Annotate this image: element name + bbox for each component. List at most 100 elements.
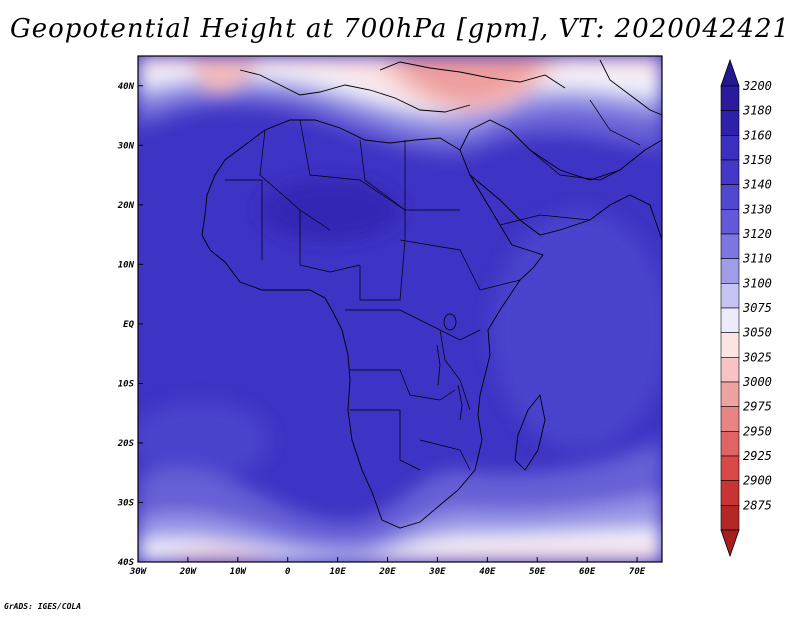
lon-tick-label: 30E xyxy=(428,567,446,577)
colorbar-label: 3110 xyxy=(742,252,772,266)
border-chad-car xyxy=(359,239,406,301)
lat-tick-label: EQ xyxy=(123,320,134,330)
lake-malawi xyxy=(457,384,463,421)
lat-tick-label: 10S xyxy=(118,379,135,389)
colorbar-swatch xyxy=(720,357,740,383)
border-niger-nigeria xyxy=(299,210,361,273)
coastlines xyxy=(201,59,662,529)
sahel-deep-core xyxy=(260,180,400,240)
southwest-pink xyxy=(160,552,280,562)
border-angola-zambia xyxy=(350,369,456,401)
border-egypt-sudan xyxy=(404,140,460,211)
border-mozambique xyxy=(419,439,471,471)
colorbar-label: 3130 xyxy=(742,202,772,216)
colorbar-swatch xyxy=(720,480,740,506)
footer-credit: GrADS: IGES/COLA xyxy=(4,602,82,611)
colorbar-swatch xyxy=(720,431,740,457)
lon-tick-label: 10E xyxy=(329,567,346,577)
colorbar: 3200 3180 3160 3150 3140 3130 3120 3110 3100 3075… xyxy=(720,58,772,558)
colorbar-top-arrow xyxy=(720,58,740,87)
colorbar-swatch xyxy=(720,135,740,161)
border-algeria-libya xyxy=(299,119,406,211)
colorbar-swatch xyxy=(720,381,740,407)
arabia-coast xyxy=(469,174,662,241)
lat-tick-label: 30S xyxy=(117,498,135,508)
colorbar-label: 3075 xyxy=(742,301,772,315)
caspian-area xyxy=(599,59,662,116)
lakes xyxy=(436,313,463,421)
border-namibia-botswana xyxy=(350,409,421,471)
madagascar-coast xyxy=(514,393,546,471)
colorbar-swatch xyxy=(720,283,740,309)
mediterranean-north-coast xyxy=(239,69,471,113)
indian-ocean-mid xyxy=(490,210,662,450)
colorbar-swatch xyxy=(720,455,740,481)
lon-tick-label: 0 xyxy=(285,567,291,577)
lat-tick-label: 40N xyxy=(118,82,135,92)
colorbar-bottom-arrow xyxy=(720,529,740,558)
north-pink-deep xyxy=(400,56,540,100)
lon-axis: 30W 20W 10W 0 10E 20E 30E 40E 50E 60E 70E xyxy=(129,557,646,577)
colorbar-label: 2875 xyxy=(743,498,772,512)
border-sudan-ethiopia xyxy=(399,239,521,291)
colorbar-swatch xyxy=(720,85,740,111)
colorbar-label: 2900 xyxy=(743,474,772,488)
lake-victoria xyxy=(443,313,457,331)
colorbar-label: 3200 xyxy=(742,79,772,93)
colorbar-label: 2925 xyxy=(743,449,772,463)
colorbar-label: 2975 xyxy=(743,400,772,414)
colorbar-swatch xyxy=(720,184,740,210)
colorbar-swatch xyxy=(720,258,740,284)
colorbar-label: 3100 xyxy=(742,276,772,290)
map-title: Geopotential Height at 700hPa [gpm], VT:… xyxy=(9,14,791,44)
lat-tick-label: 10N xyxy=(118,260,135,270)
colorbar-swatch xyxy=(720,406,740,432)
colorbar-label: 2950 xyxy=(743,424,772,438)
colorbar-label: 3150 xyxy=(742,153,772,167)
lon-tick-label: 70E xyxy=(629,567,646,577)
northwest-pink xyxy=(190,56,260,93)
colorbar-swatch xyxy=(720,209,740,235)
colorbar-swatch xyxy=(720,159,740,185)
border-iran xyxy=(529,149,621,181)
border-algeria-mali xyxy=(259,129,331,231)
lat-axis: 40N 30N 20N 10N EQ 10S 20S 30S 40S xyxy=(117,82,143,568)
colorbar-label: 3050 xyxy=(742,326,772,340)
colorbar-label: 3025 xyxy=(742,350,772,364)
colorbar-label: 3000 xyxy=(742,375,772,389)
lon-tick-label: 30W xyxy=(129,567,148,577)
south-pink-band xyxy=(138,546,662,562)
colorbar-swatch xyxy=(720,505,740,531)
border-tanzania xyxy=(439,329,471,411)
lat-tick-label: 40S xyxy=(118,558,135,568)
lat-tick-label: 30N xyxy=(117,141,135,151)
plot-frame xyxy=(137,55,663,563)
border-libya-chad xyxy=(359,139,406,240)
colorbar-swatch xyxy=(720,332,740,358)
colorbar-label: 3140 xyxy=(742,178,772,192)
colorbar-label: 3160 xyxy=(742,128,772,142)
colorbar-label: 3120 xyxy=(742,227,772,241)
colorbar-label: 3180 xyxy=(742,104,772,118)
lon-tick-label: 50E xyxy=(529,567,546,577)
lon-tick-label: 60E xyxy=(579,567,596,577)
lat-tick-label: 20S xyxy=(117,439,135,449)
lake-tanganyika xyxy=(436,344,441,386)
lon-tick-label: 10W xyxy=(230,567,248,577)
black-sea-area xyxy=(379,61,566,89)
country-borders xyxy=(225,99,641,471)
border-arabia xyxy=(499,214,591,226)
colorbar-swatch xyxy=(720,233,740,259)
border-afghanistan xyxy=(589,99,641,146)
colorbar-swatch xyxy=(720,307,740,333)
colorbar-swatch xyxy=(720,110,740,136)
lat-tick-label: 20N xyxy=(117,201,135,211)
border-mauritania xyxy=(225,179,263,260)
atlantic-mid xyxy=(138,400,270,480)
middle-east-coast xyxy=(459,119,662,181)
lon-tick-label: 40E xyxy=(479,567,496,577)
lon-tick-label: 20E xyxy=(378,567,396,577)
height-field xyxy=(138,56,662,562)
africa-coast xyxy=(201,119,544,529)
